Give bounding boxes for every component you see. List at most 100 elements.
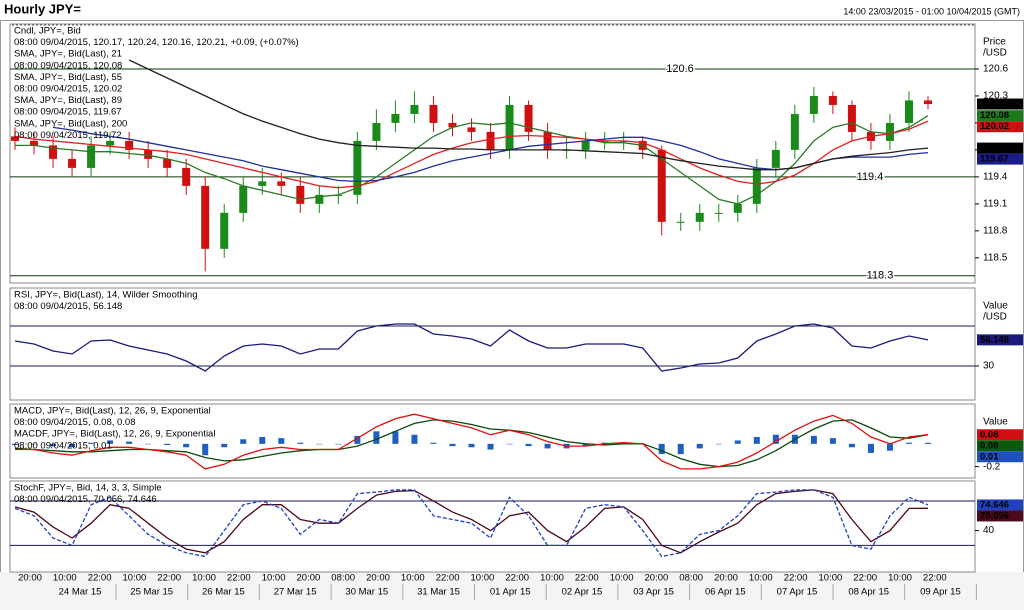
series-line — [14, 419, 929, 468]
candle-body — [714, 212, 723, 214]
candle-body — [924, 100, 932, 105]
candle-body — [467, 127, 476, 132]
histogram-bar — [202, 443, 209, 456]
candle-body — [296, 185, 305, 204]
legend-entry: 08:00 09/04/2015, 120.17, 120.24, 120.16… — [14, 37, 299, 48]
x-tick-label: 20:00 — [645, 573, 669, 584]
x-tick-label: 22:00 — [923, 573, 947, 584]
candle-body — [353, 140, 362, 195]
candle-body — [790, 113, 799, 150]
value-box-label: 0.01 — [980, 451, 999, 462]
y-tick-label: 119.4 — [983, 172, 1008, 183]
x-tick-label: 20:00 — [366, 573, 390, 584]
legend-entry: SMA, JPY=, Bid(Last), 200 — [14, 118, 127, 129]
legend-entry: 08:00 09/04/2015, 0.01 — [14, 440, 112, 451]
candle-body — [30, 140, 39, 146]
y-tick-label: 120.3 — [983, 91, 1008, 102]
histogram-bar — [316, 443, 323, 445]
histogram-bar — [88, 442, 95, 444]
value-box-label: 56.148 — [980, 334, 1009, 345]
x-tick-label: 22:00 — [853, 573, 877, 584]
candle-body — [220, 212, 229, 249]
candle-body — [809, 95, 818, 114]
value-box-label: 120.02 — [980, 121, 1009, 132]
candle-body — [657, 149, 666, 222]
axis-title: Price — [983, 37, 1006, 48]
histogram-bar — [487, 443, 494, 450]
legend-entry: Cndl, JPY=, Bid — [14, 26, 81, 37]
candle-body — [676, 221, 685, 223]
histogram-bar — [525, 443, 532, 447]
candle-body — [847, 104, 856, 132]
x-tick-label: 10:00 — [401, 573, 425, 584]
histogram-bar — [810, 435, 817, 444]
y-tick-label: 119.1 — [983, 199, 1008, 210]
value-box — [977, 440, 1023, 452]
candle-body — [315, 194, 324, 204]
y-tick-label: 120.6 — [983, 64, 1008, 75]
histogram-bar — [392, 431, 399, 444]
histogram-bar — [107, 440, 114, 444]
histogram-bar — [658, 443, 665, 455]
histogram-bar — [183, 443, 190, 448]
horizontal-line-label: 120.6 — [666, 63, 694, 75]
x-tick-label: 10:00 — [749, 573, 773, 584]
candle-body — [239, 185, 248, 213]
x-tick-label: 20:00 — [714, 573, 738, 584]
value-box-label: 119.72 — [980, 143, 1009, 154]
candle-body — [733, 203, 742, 213]
histogram-bar — [69, 443, 76, 448]
x-tick-label: 10:00 — [610, 573, 634, 584]
histogram-bar — [829, 438, 836, 444]
day-label: 01 Apr 15 — [490, 587, 531, 598]
candle-body — [258, 181, 267, 186]
histogram-bar — [354, 435, 361, 444]
candle-body — [410, 104, 419, 114]
x-tick-label: 10:00 — [888, 573, 912, 584]
candle-body — [524, 104, 533, 132]
value-box — [977, 121, 1023, 133]
x-tick-label: 10:00 — [53, 573, 77, 584]
x-tick-label: 10:00 — [192, 573, 216, 584]
histogram-bar — [373, 431, 380, 444]
x-tick-label: 08:00 — [679, 573, 703, 584]
candle-body — [429, 104, 438, 123]
day-label: 27 Mar 15 — [274, 587, 317, 598]
y-tick-label: 118.5 — [983, 252, 1008, 263]
value-box-label: 0.08 — [980, 440, 999, 451]
panel-frame — [9, 287, 976, 401]
histogram-bar — [50, 443, 57, 447]
histogram-bar — [772, 434, 779, 444]
value-box — [977, 334, 1023, 346]
histogram-bar — [145, 443, 152, 445]
day-label: 06 Apr 15 — [705, 587, 746, 598]
candle-body — [771, 149, 780, 168]
day-label: 09 Apr 15 — [920, 587, 961, 598]
y-tick-label: -0.2 — [983, 461, 1001, 472]
candle-body — [87, 145, 96, 168]
histogram-bar — [164, 443, 171, 445]
value-box — [977, 153, 1023, 165]
candle-body — [49, 145, 58, 159]
histogram-bar — [715, 443, 722, 445]
day-label: 24 Mar 15 — [59, 587, 102, 598]
value-box-label: 120.21 — [980, 99, 1010, 110]
day-label: 03 Apr 15 — [633, 587, 674, 598]
day-label: 25 Mar 15 — [130, 587, 173, 598]
series-line — [14, 120, 929, 189]
x-tick-label: 22:00 — [227, 573, 251, 584]
x-tick-label: 20:00 — [297, 573, 321, 584]
horizontal-line-label: 119.4 — [857, 171, 884, 183]
x-tick-label: 08:00 — [331, 573, 355, 584]
series-line — [128, 59, 929, 171]
histogram-bar — [12, 443, 18, 445]
x-tick-label: 22:00 — [436, 573, 460, 584]
legend-entry: RSI, JPY=, Bid(Last), 14, Wilder Smoothi… — [14, 290, 197, 301]
x-tick-label: 22:00 — [575, 573, 599, 584]
candle-body — [885, 122, 894, 141]
candle-body — [505, 104, 514, 150]
legend-entry: 08:00 09/04/2015, 120.02 — [14, 84, 122, 95]
value-box-label: 74.646 — [980, 499, 1009, 510]
